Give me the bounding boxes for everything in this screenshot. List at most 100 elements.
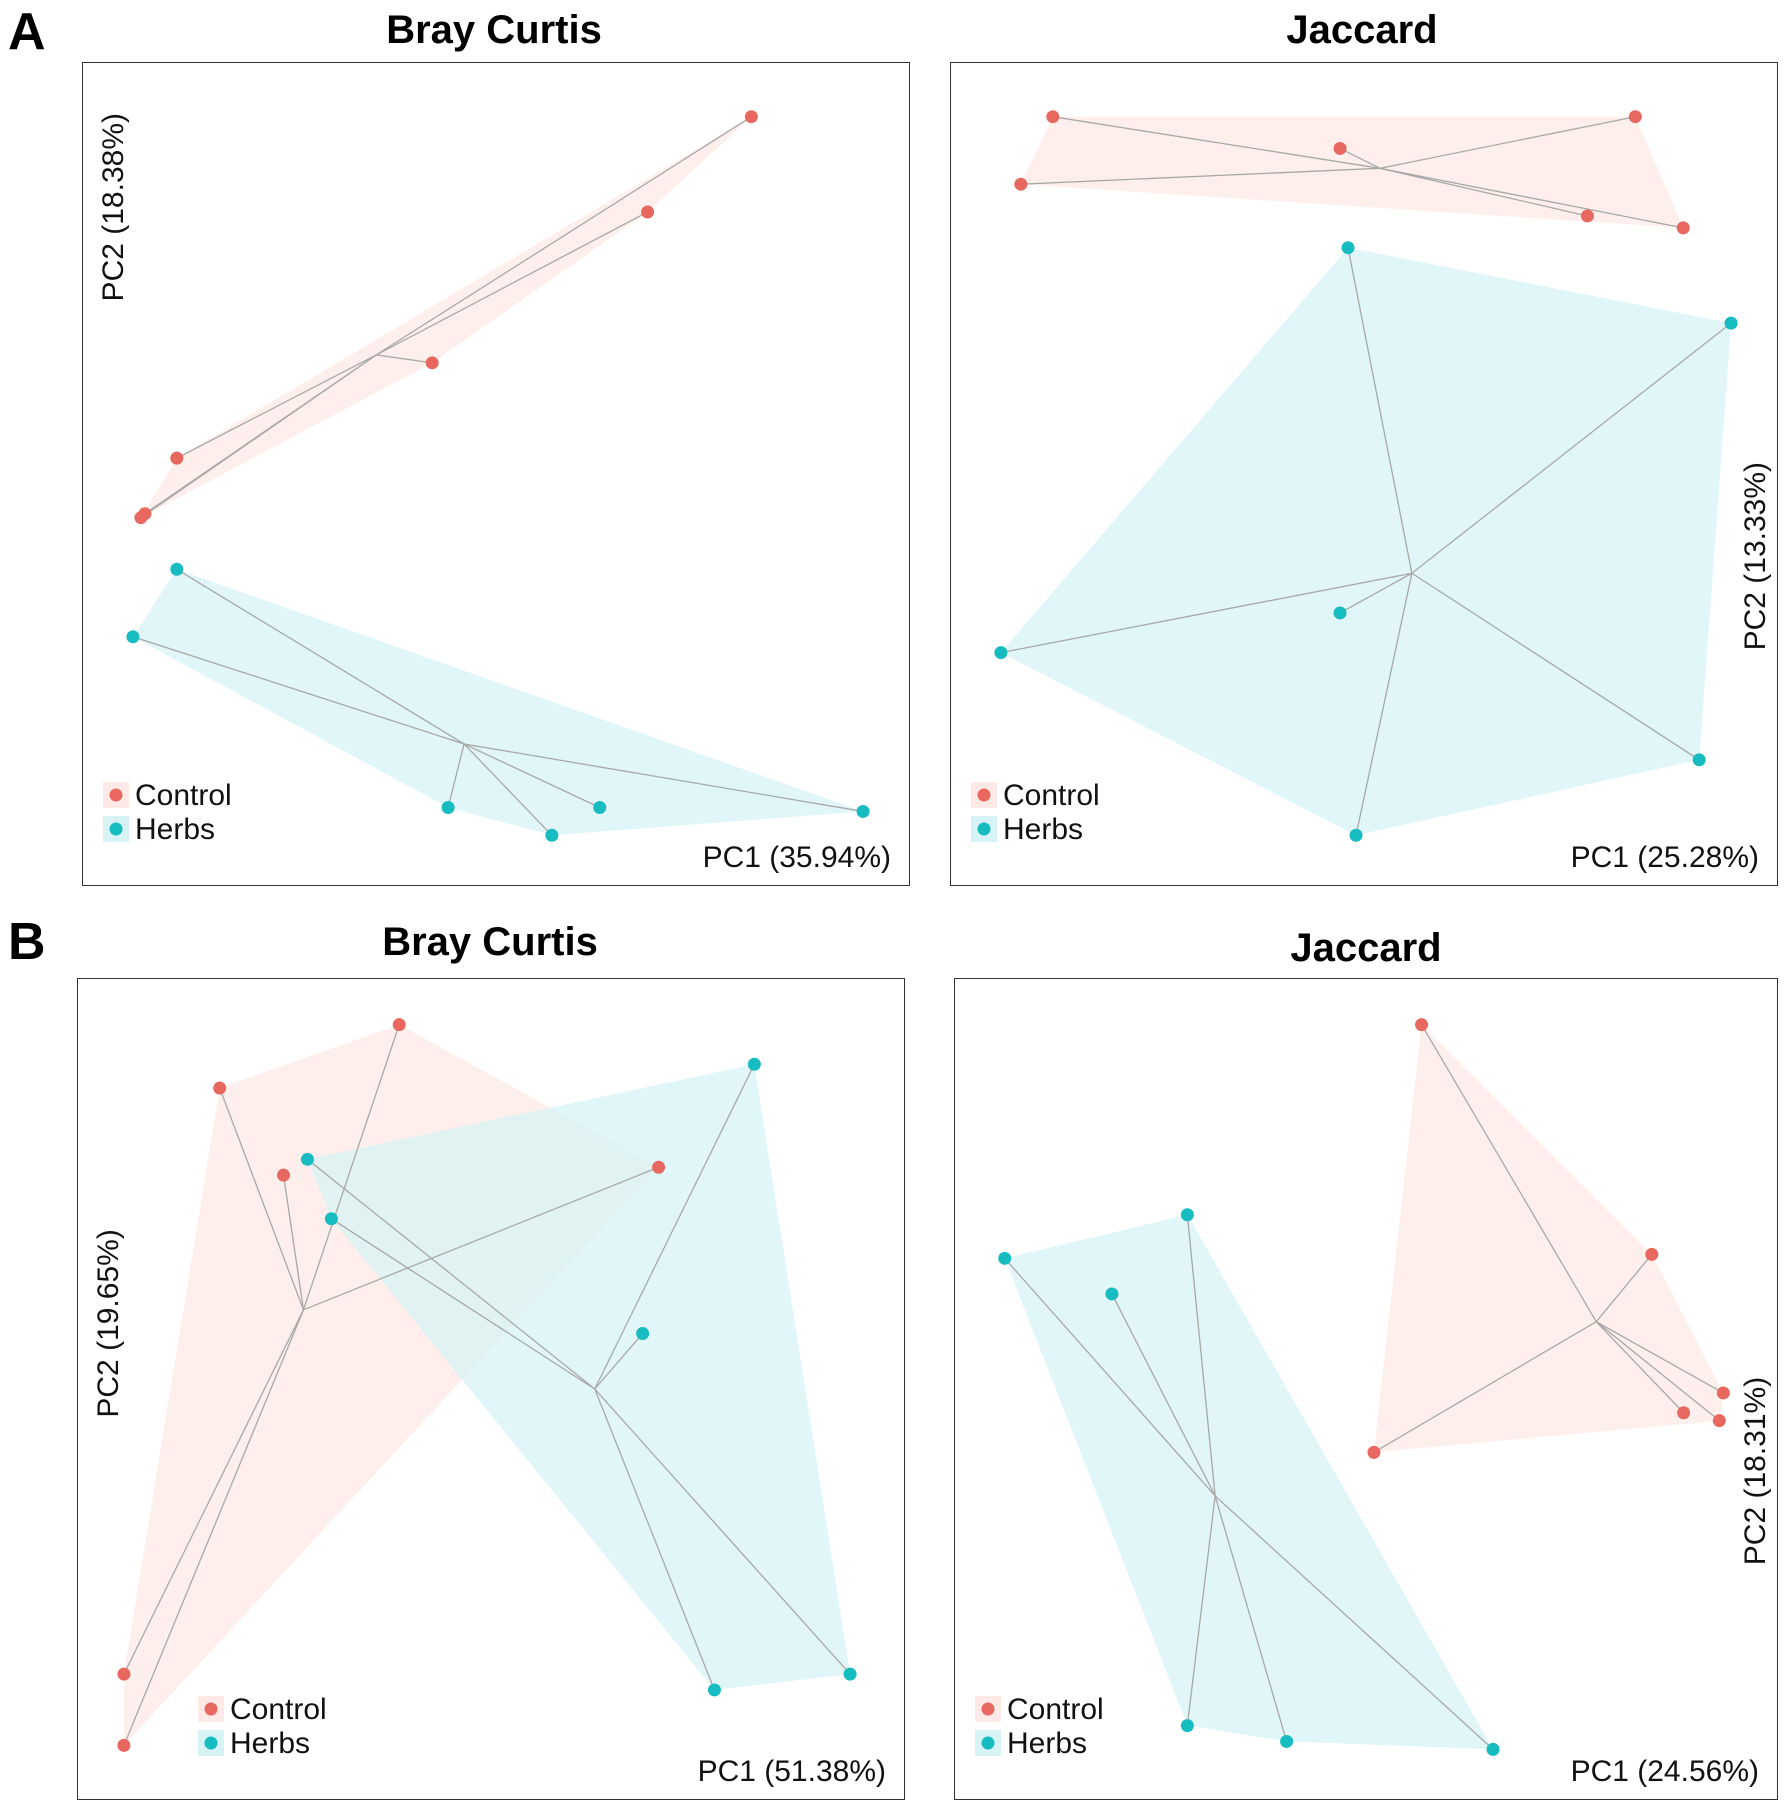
point-control-4 xyxy=(170,451,184,465)
spider-line-herbs xyxy=(594,1388,851,1675)
point-herbs-1 xyxy=(1180,1208,1194,1222)
spider-line-control xyxy=(1595,1253,1653,1323)
spider-line-herbs xyxy=(331,1218,596,1390)
spider-line-control xyxy=(140,354,377,519)
spider-line-herbs xyxy=(1411,322,1732,574)
spider-line-herbs xyxy=(176,568,465,745)
spider-line-herbs xyxy=(1111,1293,1216,1497)
spider-line-herbs xyxy=(1339,572,1413,614)
legend-key-control xyxy=(981,1702,995,1716)
point-control-6 xyxy=(117,1738,131,1752)
point-herbs-4 xyxy=(994,646,1008,660)
spider-line-control xyxy=(1052,116,1381,169)
point-control-2 xyxy=(1014,177,1028,191)
point-herbs-5 xyxy=(707,1683,721,1697)
spider-line-herbs xyxy=(463,743,601,809)
legend-label-herbs: Herbs xyxy=(1007,1727,1087,1760)
point-herbs-3 xyxy=(441,800,455,814)
point-control-3 xyxy=(277,1168,291,1182)
legend-key-control xyxy=(109,788,123,802)
x-axis-label: PC1 (24.56%) xyxy=(1571,1755,1759,1788)
spider-line-control xyxy=(1595,1321,1720,1422)
point-herbs-6 xyxy=(843,1667,857,1681)
point-herbs-2 xyxy=(998,1251,1012,1265)
spider-line-control xyxy=(282,1175,305,1310)
plot-a-bray-curtis: PC1 (35.94%) PC2 (18.38%) Control Herbs xyxy=(82,62,910,886)
spider-line-control xyxy=(219,1087,305,1311)
point-control-2 xyxy=(1645,1247,1659,1261)
spider-line-control xyxy=(1421,1024,1597,1323)
spider-line-control xyxy=(1020,167,1380,185)
point-herbs-4 xyxy=(1180,1719,1194,1733)
legend-key-herbs xyxy=(109,822,123,836)
point-herbs-5 xyxy=(1280,1734,1294,1748)
legend-label-control: Control xyxy=(230,1693,327,1726)
legend-key-herbs xyxy=(204,1736,218,1750)
hull-herbs xyxy=(1000,247,1732,836)
point-herbs-4 xyxy=(636,1327,650,1341)
spider-line-control xyxy=(1595,1321,1724,1394)
point-herbs-4 xyxy=(545,828,559,842)
x-axis-label: PC1 (51.38%) xyxy=(698,1755,886,1788)
legend-label-control: Control xyxy=(135,779,232,812)
spider-line-control xyxy=(375,116,752,356)
plot-a-jaccard: PC1 (25.28%) PC2 (13.33%) Control Herbs xyxy=(950,62,1778,886)
point-control-1 xyxy=(392,1018,406,1032)
point-control-4 xyxy=(1677,1406,1691,1420)
point-control-3 xyxy=(425,356,439,370)
panel-letter-b: B xyxy=(8,913,46,971)
point-herbs-1 xyxy=(747,1057,761,1071)
point-control-4 xyxy=(1628,110,1642,124)
y-axis-label: PC2 (18.31%) xyxy=(1739,1377,1772,1565)
spider-line-control xyxy=(375,211,648,356)
x-axis-label: PC1 (25.28%) xyxy=(1571,841,1759,874)
point-herbs-2 xyxy=(1724,316,1738,330)
spider-line-herbs xyxy=(594,1333,644,1390)
point-herbs-1 xyxy=(1341,241,1355,255)
spider-line-control xyxy=(123,1309,305,1675)
spider-line-control xyxy=(1379,167,1588,217)
hull-herbs xyxy=(307,1064,851,1690)
point-herbs-2 xyxy=(126,630,140,644)
point-control-5 xyxy=(1580,209,1594,223)
hull-herbs xyxy=(1004,1214,1493,1750)
spider-line-herbs xyxy=(1186,1214,1216,1496)
spider-line-control xyxy=(123,1309,305,1746)
legend-label-herbs: Herbs xyxy=(1003,813,1083,846)
point-herbs-5 xyxy=(593,800,607,814)
spider-line-herbs xyxy=(1186,1495,1216,1726)
legend-key-herbs xyxy=(977,822,991,836)
legend-key-control xyxy=(204,1702,218,1716)
spider-line-herbs xyxy=(594,1063,755,1390)
point-control-6 xyxy=(1676,221,1690,235)
panel-letter-a: A xyxy=(8,3,46,61)
legend-key-control xyxy=(977,788,991,802)
point-control-5 xyxy=(117,1667,131,1681)
spider-line-herbs xyxy=(1355,573,1413,836)
hull-herbs xyxy=(132,569,864,836)
point-herbs-6 xyxy=(856,804,870,818)
spider-line-control xyxy=(303,1166,659,1311)
spider-line-control xyxy=(1339,147,1381,169)
point-herbs-6 xyxy=(1486,1742,1500,1756)
point-control-1 xyxy=(744,110,758,124)
point-control-4 xyxy=(652,1160,666,1174)
chart-title-b-jaccard: Jaccard xyxy=(1290,926,1442,970)
point-herbs-3 xyxy=(324,1212,338,1226)
point-control-3 xyxy=(1333,141,1347,155)
point-control-5 xyxy=(1712,1414,1726,1428)
legend-label-control: Control xyxy=(1007,1693,1104,1726)
point-control-2 xyxy=(213,1081,227,1095)
point-control-1 xyxy=(1046,110,1060,124)
spider-line-herbs xyxy=(1347,247,1413,574)
spider-line-control xyxy=(1379,116,1636,169)
point-herbs-5 xyxy=(1692,753,1706,767)
spider-line-control xyxy=(176,354,377,459)
y-axis-label: PC2 (18.38%) xyxy=(97,113,130,301)
spider-line-herbs xyxy=(594,1388,716,1691)
spider-line-herbs xyxy=(1004,1257,1216,1497)
point-control-1 xyxy=(1415,1018,1429,1032)
